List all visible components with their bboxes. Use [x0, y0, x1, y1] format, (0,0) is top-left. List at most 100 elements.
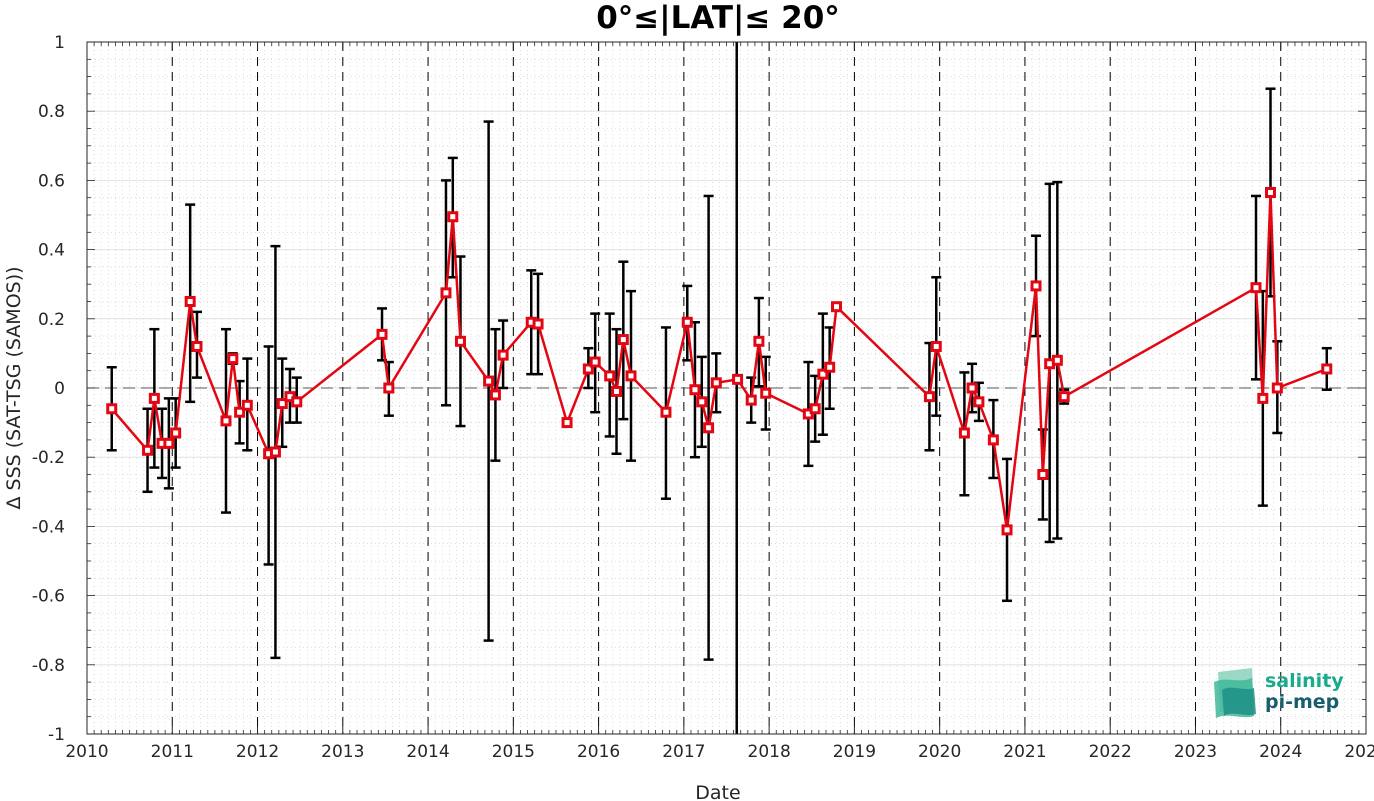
- data-point: [184, 296, 196, 307]
- logo-wave-icon: [1214, 668, 1256, 718]
- data-point: [227, 353, 239, 365]
- data-point: [148, 392, 160, 404]
- x-tick-label: 2021: [1003, 742, 1046, 762]
- data-point: [170, 427, 182, 439]
- data-point: [681, 316, 693, 328]
- data-point: [1051, 354, 1063, 366]
- x-tick-label: 2016: [577, 742, 620, 762]
- data-point: [696, 396, 708, 408]
- y-tick-label: 0.8: [38, 102, 65, 122]
- data-point: [447, 211, 459, 223]
- data-point: [483, 375, 495, 387]
- x-tick-label: 2013: [321, 742, 364, 762]
- y-tick-label: -1: [48, 725, 65, 745]
- y-tick-labels: 1 0.8 0.6 0.4 0.2 0 -0.2 -0.4 -0.6 -0.8 -1: [32, 33, 65, 745]
- data-point: [191, 340, 203, 352]
- data-point: [1030, 280, 1042, 292]
- data-point: [817, 368, 829, 380]
- x-tick-label: 2022: [1089, 742, 1132, 762]
- data-point: [966, 382, 978, 394]
- data-point: [930, 340, 942, 352]
- data-point: [489, 389, 501, 401]
- data-point: [220, 415, 232, 427]
- x-tick-label: 2014: [406, 742, 449, 762]
- x-tick-label: 2019: [833, 742, 876, 762]
- series-markers: [106, 187, 1333, 536]
- data-point: [689, 384, 701, 396]
- data-point: [625, 370, 637, 382]
- salinity-pi-mep-logo: salinity pi-mep: [1214, 668, 1344, 718]
- data-point: [809, 403, 821, 415]
- logo-text-salinity: salinity: [1265, 670, 1344, 692]
- data-point: [1001, 524, 1013, 536]
- x-tick-label: 2011: [151, 742, 194, 762]
- data-point: [1058, 391, 1070, 403]
- data-point: [589, 356, 601, 368]
- data-point: [276, 398, 288, 410]
- x-tick-label: 2025: [1344, 742, 1374, 762]
- y-tick-label: 0.6: [38, 171, 65, 191]
- x-tick-label: 2017: [662, 742, 705, 762]
- y-tick-label: 1: [54, 33, 65, 53]
- minor-grid: [87, 42, 1366, 734]
- data-point: [611, 385, 623, 397]
- data-point: [1321, 363, 1333, 375]
- data-point: [973, 396, 985, 408]
- axis-box: [86, 41, 1367, 735]
- x-tick-label: 2020: [918, 742, 961, 762]
- data-point: [376, 328, 388, 340]
- data-point: [234, 406, 246, 418]
- data-point: [617, 334, 629, 346]
- data-point: [987, 434, 999, 446]
- logo-text-pi-mep: pi-mep: [1265, 691, 1339, 713]
- x-tick-label: 2012: [236, 742, 279, 762]
- axis-ticks: [86, 41, 1367, 735]
- y-tick-label: 0: [54, 379, 65, 399]
- data-point: [532, 318, 544, 330]
- data-point: [142, 444, 154, 456]
- x-tick-label: 2010: [65, 742, 108, 762]
- data-point: [824, 361, 836, 373]
- data-point: [269, 446, 281, 458]
- data-point: [830, 301, 842, 313]
- x-tick-labels: 2010 2011 2012 2013 2014 2015 2016 2017 2018 2019…: [65, 742, 1374, 762]
- y-tick-label: -0.4: [32, 517, 65, 537]
- data-point: [703, 422, 715, 434]
- data-point: [604, 370, 616, 382]
- x-tick-label: 2015: [492, 742, 535, 762]
- data-point: [753, 335, 765, 347]
- y-tick-label: -0.6: [32, 587, 65, 607]
- data-point: [582, 363, 594, 375]
- data-point: [1250, 282, 1262, 294]
- data-point: [760, 387, 772, 399]
- data-point: [561, 417, 573, 429]
- chart-title: 0°≤|LAT|≤ 20°: [596, 0, 840, 36]
- x-tick-label: 2024: [1259, 742, 1302, 762]
- data-point: [291, 396, 303, 408]
- data-point: [923, 391, 935, 403]
- data-point: [1265, 187, 1277, 199]
- data-point: [106, 403, 118, 415]
- y-tick-label: -0.2: [32, 448, 65, 468]
- x-tick-label: 2023: [1174, 742, 1217, 762]
- x-tick-label: 2018: [748, 742, 791, 762]
- axis-frame: [86, 41, 1367, 735]
- data-point: [163, 437, 175, 449]
- data-point: [440, 287, 452, 299]
- data-point: [745, 394, 757, 406]
- data-point: [660, 406, 672, 418]
- y-tick-label: 0.4: [38, 241, 65, 261]
- y-tick-label: -0.8: [32, 656, 65, 676]
- data-point: [383, 382, 395, 394]
- data-point: [1257, 392, 1269, 404]
- data-point: [958, 427, 970, 439]
- data-point: [497, 349, 509, 361]
- y-axis-label: Δ SSS (SAT-TSG (SAMOS)): [3, 266, 25, 509]
- data-point: [241, 399, 253, 411]
- data-point: [732, 373, 744, 385]
- data-point: [710, 377, 722, 389]
- x-axis-label: Date: [695, 782, 740, 801]
- y-tick-label: 0.2: [38, 310, 65, 330]
- data-point: [1271, 382, 1283, 394]
